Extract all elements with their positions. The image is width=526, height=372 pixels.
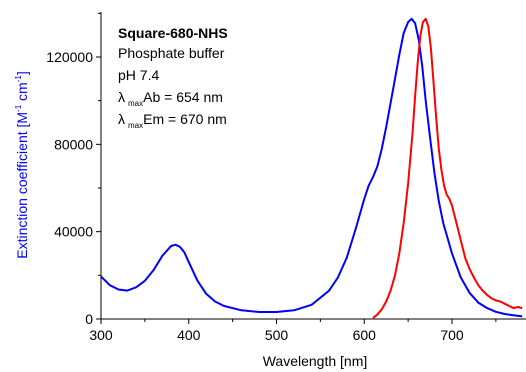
annotation-ph: pH 7.4 [118, 67, 159, 83]
x-axis-title: Wavelength [nm] [263, 353, 368, 369]
annotation-block: Square-680-NHS Phosphate buffer pH 7.4 λ… [118, 25, 228, 130]
em-max-subscript: max [128, 121, 143, 130]
x-tick-label: 300 [89, 327, 113, 343]
x-tick-label: 700 [440, 327, 464, 343]
absorbance-series-line [101, 17, 523, 318]
y-axis-title-mid: cm [14, 82, 30, 105]
y-axis-title: Extinction coefficient [M-1 cm-1] [14, 71, 30, 259]
series-layer [101, 17, 523, 319]
x-tick-label: 600 [353, 327, 377, 343]
x-tick-label: 500 [265, 327, 289, 343]
y-tick-label: 0 [85, 311, 93, 327]
y-tick-label: 40000 [54, 224, 93, 240]
abs-max-value: Ab = 654 nm [143, 89, 223, 105]
emission-series-line [372, 17, 523, 319]
annotation-title: Square-680-NHS [118, 25, 228, 41]
y-tick-label: 120000 [46, 49, 93, 65]
annotation-em-max: λ maxEm = 670 nm [118, 111, 227, 130]
y-ticks: 0 40000 80000 120000 [46, 12, 101, 327]
abs-max-subscript: max [128, 99, 143, 108]
y-axis-title-sup2: -1 [14, 75, 23, 83]
em-lambda-symbol: λ [118, 111, 125, 127]
abs-lambda-symbol: λ [118, 89, 125, 105]
em-max-value: Em = 670 nm [143, 111, 227, 127]
x-tick-label: 400 [177, 327, 201, 343]
x-ticks: 300 400 500 600 700 [89, 319, 497, 343]
annotation-abs-max: λ maxAb = 654 nm [118, 89, 223, 108]
y-axis-title-main: Extinction coefficient [M [14, 112, 30, 259]
y-axis-title-sup1: -1 [14, 104, 23, 112]
axes-layer [100, 12, 526, 320]
y-axis-title-end: ] [14, 71, 30, 75]
annotation-buffer: Phosphate buffer [118, 45, 225, 61]
y-tick-label: 80000 [54, 136, 93, 152]
